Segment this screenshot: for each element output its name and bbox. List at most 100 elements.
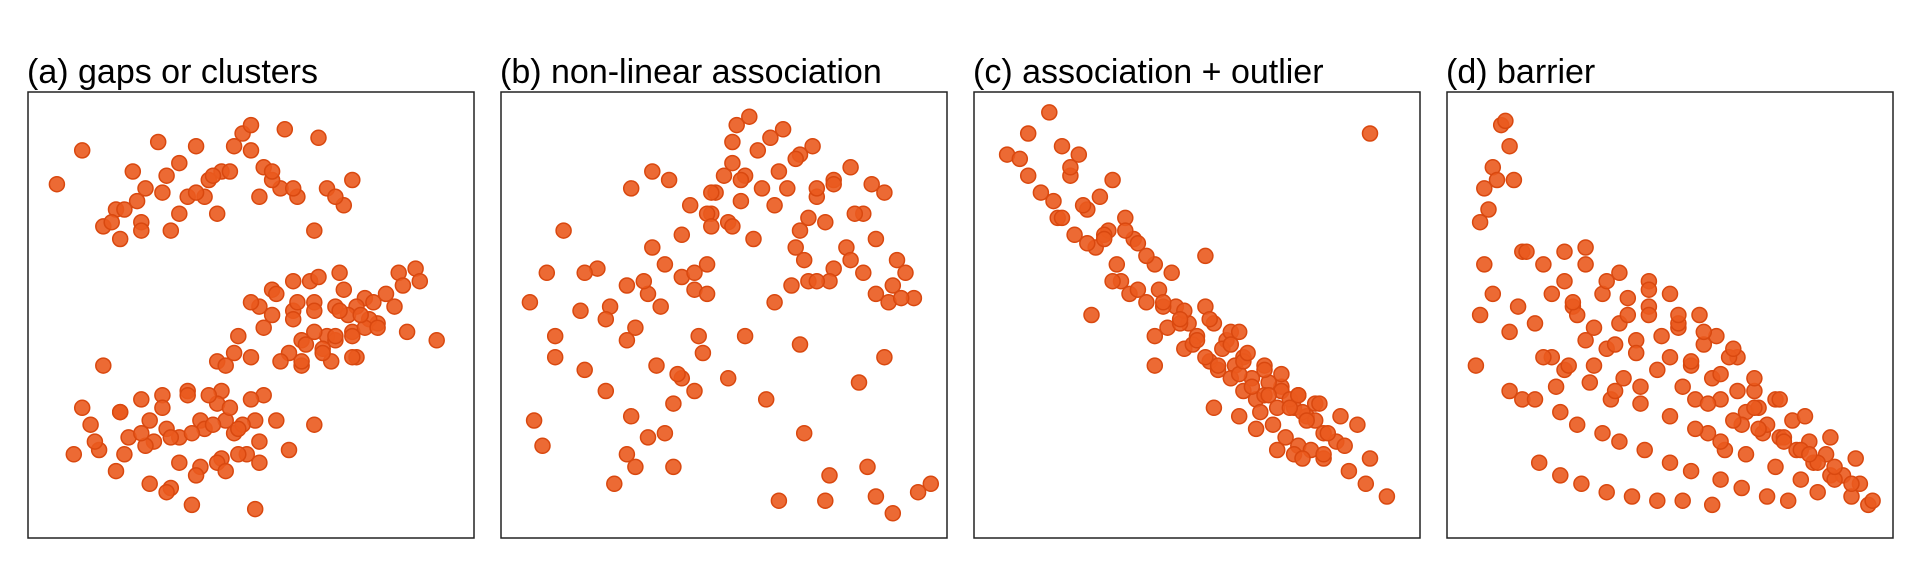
data-point xyxy=(863,175,880,193)
data-point xyxy=(1070,146,1088,163)
data-point xyxy=(225,137,243,155)
data-point xyxy=(1560,357,1577,374)
data-point xyxy=(1230,408,1248,425)
data-point xyxy=(1779,492,1797,509)
data-point xyxy=(534,437,551,455)
data-point xyxy=(1488,171,1506,189)
data-point xyxy=(1268,441,1286,459)
data-point xyxy=(1129,281,1147,298)
data-point xyxy=(800,209,817,227)
data-point xyxy=(1053,209,1071,227)
data-point xyxy=(1497,112,1514,130)
data-point xyxy=(795,424,813,442)
data-point xyxy=(255,319,272,336)
data-point xyxy=(1138,294,1155,311)
data-point xyxy=(246,500,264,518)
data-point xyxy=(394,277,412,294)
data-point xyxy=(698,256,716,273)
data-point xyxy=(1357,475,1375,493)
data-point xyxy=(1611,264,1628,282)
data-point xyxy=(1695,323,1713,341)
data-point xyxy=(846,205,864,222)
data-point xyxy=(1577,332,1594,349)
data-point xyxy=(280,441,298,459)
data-point xyxy=(766,197,783,214)
data-point xyxy=(1484,285,1502,303)
data-point xyxy=(1264,416,1282,433)
data-point xyxy=(398,323,416,341)
data-point xyxy=(859,458,876,476)
data-point xyxy=(107,462,125,480)
data-point xyxy=(183,496,201,514)
data-point xyxy=(842,159,859,176)
data-point xyxy=(141,412,158,429)
data-point xyxy=(297,336,315,353)
data-point xyxy=(200,386,218,404)
outlier-point xyxy=(1361,125,1379,142)
data-point xyxy=(1526,315,1544,332)
data-point xyxy=(525,412,543,429)
data-point xyxy=(1361,450,1379,467)
data-point xyxy=(82,416,99,433)
data-point xyxy=(627,458,644,476)
data-point xyxy=(1163,264,1180,282)
panel-gaps-or-clusters: (a) gaps or clusters xyxy=(27,53,475,539)
data-point xyxy=(669,365,686,383)
data-point xyxy=(230,446,247,463)
data-point xyxy=(618,446,636,463)
data-point xyxy=(808,272,826,290)
data-point xyxy=(327,188,344,206)
data-point xyxy=(208,205,226,222)
data-point xyxy=(888,251,906,269)
data-point xyxy=(65,446,83,463)
data-point xyxy=(116,201,133,218)
data-point xyxy=(724,154,741,172)
data-point xyxy=(1201,310,1218,328)
data-point xyxy=(1767,458,1784,476)
data-point xyxy=(1138,247,1155,265)
data-point xyxy=(1725,340,1742,358)
point-layer xyxy=(1467,112,1881,514)
data-point xyxy=(133,424,150,442)
data-point xyxy=(171,154,188,172)
data-point xyxy=(1146,327,1164,345)
data-point xyxy=(179,386,196,404)
data-point xyxy=(327,327,344,345)
data-point xyxy=(1222,336,1240,353)
data-point xyxy=(1526,391,1544,408)
data-point xyxy=(1585,357,1603,374)
data-point xyxy=(242,294,260,311)
data-point xyxy=(306,302,323,320)
data-point xyxy=(230,420,247,438)
data-point xyxy=(1104,171,1121,189)
data-point xyxy=(770,492,788,509)
data-point xyxy=(289,294,306,311)
data-point xyxy=(884,505,902,522)
data-point xyxy=(344,171,361,189)
data-point xyxy=(719,370,737,387)
data-point xyxy=(251,433,268,450)
data-point xyxy=(149,133,167,151)
data-point xyxy=(242,116,260,134)
data-point xyxy=(909,483,927,501)
data-point xyxy=(1349,416,1366,433)
data-point xyxy=(1171,310,1189,328)
data-point xyxy=(306,416,323,433)
data-point xyxy=(1467,357,1485,374)
data-point xyxy=(1615,370,1632,387)
data-point xyxy=(242,348,260,366)
data-point xyxy=(791,336,809,353)
data-point xyxy=(1108,256,1126,273)
data-point xyxy=(1188,332,1206,349)
data-point xyxy=(1552,467,1569,484)
data-point xyxy=(162,429,180,446)
data-point xyxy=(310,129,327,147)
data-point xyxy=(116,446,133,463)
data-point xyxy=(660,171,678,189)
data-point xyxy=(808,180,826,197)
data-point xyxy=(162,222,180,239)
data-point xyxy=(95,357,112,374)
data-point xyxy=(352,306,369,324)
data-point xyxy=(546,327,564,345)
panel-barrier: (d) barrier xyxy=(1446,53,1894,539)
